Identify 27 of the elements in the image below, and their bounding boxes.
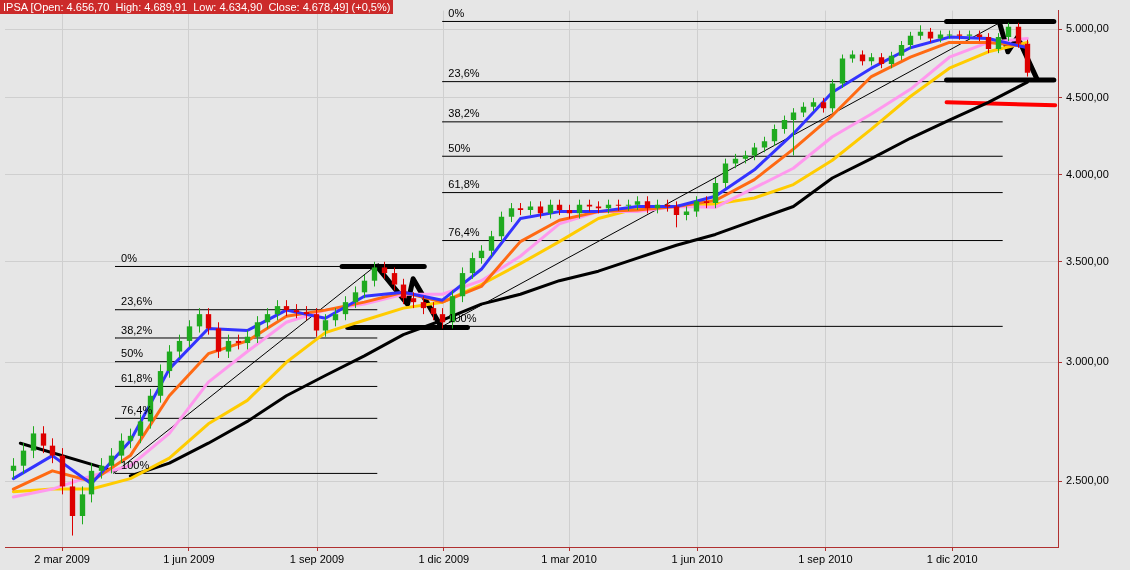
annotation: 61,8% bbox=[448, 178, 480, 191]
annotation: 50% bbox=[448, 141, 471, 154]
annotation: 23,6% bbox=[121, 295, 153, 308]
y-tick-label: 3.500,00 bbox=[1066, 254, 1109, 267]
x-tick-label: 2 mar 2009 bbox=[34, 552, 90, 565]
x-tick-label: 1 jun 2010 bbox=[671, 552, 723, 565]
annotation: 0% bbox=[448, 6, 465, 19]
annotation: 100% bbox=[121, 458, 150, 471]
x-tick-label: 1 jun 2009 bbox=[163, 552, 215, 565]
y-tick-label: 5.000,00 bbox=[1066, 22, 1109, 35]
annotation: 76,4% bbox=[448, 226, 480, 239]
annotation: 50% bbox=[121, 347, 144, 360]
y-tick-label: 2.500,00 bbox=[1066, 474, 1109, 487]
annotation: 38,2% bbox=[448, 107, 480, 120]
y-tick-label: 3.000,00 bbox=[1066, 355, 1109, 368]
annotation: 61,8% bbox=[121, 371, 153, 384]
annotation: 23,6% bbox=[448, 67, 480, 80]
x-tick-label: 1 sep 2009 bbox=[289, 552, 345, 565]
x-tick-label: 1 mar 2010 bbox=[541, 552, 597, 565]
chart-title: IPSA [Open: 4.656,70 High: 4.689,91 Low: 4.634,90 Close: 4.678,49] (+0,5%) bbox=[0, 0, 394, 14]
annotation: 0% bbox=[121, 252, 138, 265]
x-tick-label: 1 dic 2010 bbox=[926, 552, 978, 565]
x-tick-label: 1 sep 2010 bbox=[798, 552, 853, 565]
y-tick-label: 4.000,00 bbox=[1066, 167, 1109, 180]
y-tick-label: 4.500,00 bbox=[1066, 90, 1109, 103]
annotation: 38,2% bbox=[121, 323, 153, 336]
x-tick-label: 1 dic 2009 bbox=[418, 552, 470, 565]
